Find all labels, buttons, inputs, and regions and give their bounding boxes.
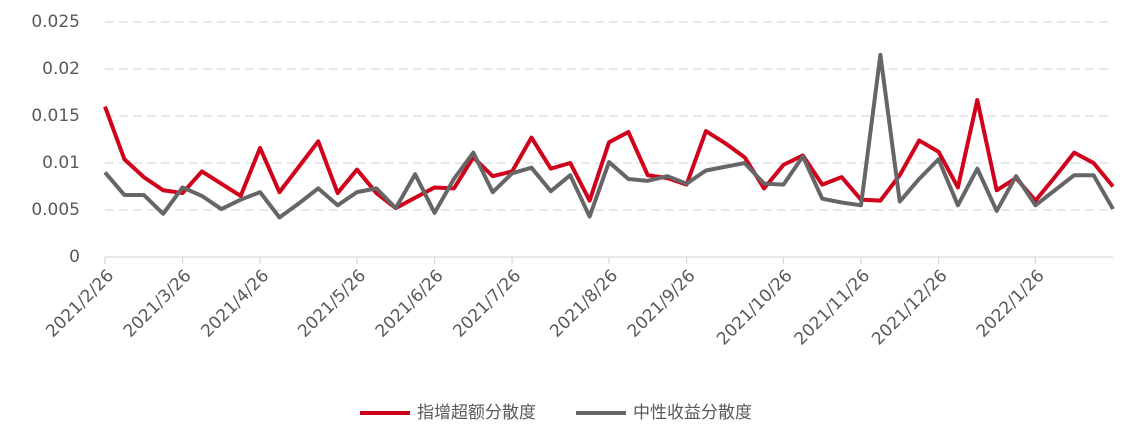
x-tick-label: 2021/2/26 [42, 266, 118, 342]
legend-item: 指增超额分散度 [360, 403, 536, 423]
y-tick-label: 0.01 [42, 153, 80, 173]
y-tick-label: 0.015 [31, 106, 80, 126]
x-tick-label: 2021/6/26 [372, 266, 448, 342]
x-tick-label: 2021/4/26 [197, 266, 273, 342]
y-tick-label: 0.005 [31, 200, 80, 220]
x-tick-label: 2021/11/26 [791, 266, 874, 349]
legend-label: 指增超额分散度 [417, 403, 536, 423]
x-tick-label: 2021/7/26 [449, 266, 525, 342]
x-tick-label: 2021/3/26 [120, 266, 196, 342]
x-tick-label: 2021/12/26 [868, 266, 951, 349]
series-line [103, 52, 1115, 220]
y-tick-label: 0 [69, 247, 80, 267]
x-tick-label: 2021/5/26 [294, 266, 370, 342]
x-tick-label: 2022/1/26 [973, 266, 1049, 342]
legend-item: 中性收益分散度 [576, 403, 752, 423]
y-tick-label: 0.025 [31, 12, 80, 32]
series-line [103, 98, 1115, 211]
y-tick-label: 0.02 [42, 59, 80, 79]
x-tick-label: 2021/10/26 [713, 266, 796, 349]
x-tick-label: 2021/9/26 [624, 266, 700, 342]
x-tick-label: 2021/8/26 [546, 266, 622, 342]
legend-label: 中性收益分散度 [633, 403, 752, 423]
